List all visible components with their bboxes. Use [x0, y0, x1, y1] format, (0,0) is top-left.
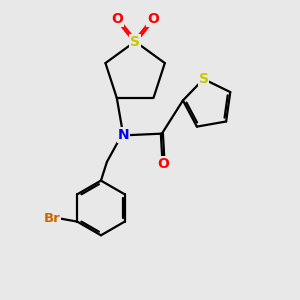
Text: Br: Br	[44, 212, 60, 225]
Text: S: S	[199, 72, 208, 86]
Text: O: O	[147, 12, 159, 26]
Text: S: S	[130, 34, 140, 49]
Text: O: O	[111, 12, 123, 26]
Text: O: O	[158, 157, 169, 171]
Text: N: N	[117, 128, 129, 142]
